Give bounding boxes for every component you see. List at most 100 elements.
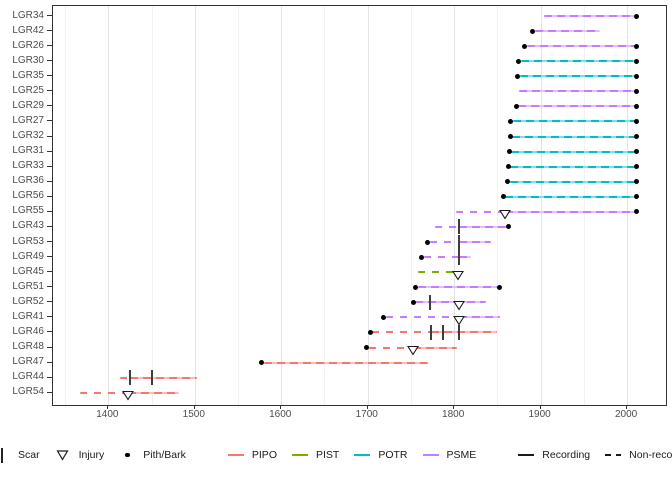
recording-segment <box>129 376 198 379</box>
y-axis-label: LGR48 <box>12 341 44 353</box>
y-tick <box>47 361 52 363</box>
legend-item-pith-bark-icon <box>119 452 135 458</box>
y-axis-label: LGR29 <box>12 99 44 111</box>
recording-segment <box>412 346 457 349</box>
recording-segment <box>512 135 635 138</box>
non-recording-segment <box>423 256 460 259</box>
legend-item-potr: POTR <box>354 449 408 461</box>
scar-mark <box>458 219 461 235</box>
line-swatch-icon <box>422 454 439 456</box>
triangle-down-icon <box>453 315 466 326</box>
recording-segment <box>263 361 429 364</box>
recording-segment <box>417 286 498 289</box>
scar-mark <box>128 370 131 386</box>
pith-bark-dot <box>506 149 512 155</box>
y-tick <box>47 331 52 333</box>
gridline-major <box>627 6 629 405</box>
dashed-line-icon <box>605 454 622 456</box>
triangle-down-icon <box>499 210 512 220</box>
non-recording-segment <box>429 241 460 244</box>
triangle-down-icon <box>406 345 419 356</box>
legend-item-scar: Scar <box>0 447 40 463</box>
legend-item-injury-icon <box>55 449 71 461</box>
y-axis-label: LGR56 <box>12 190 44 202</box>
pith-bark-dot <box>634 118 640 124</box>
gridline-minor <box>151 6 153 405</box>
gridline-minor <box>583 6 585 405</box>
y-tick <box>47 225 52 227</box>
pith-bark-dot <box>634 134 640 140</box>
recording-segment <box>459 241 492 244</box>
plot-panel <box>52 5 667 406</box>
non-recording-segment <box>372 331 431 334</box>
pith-bark-dot <box>634 58 640 64</box>
pith-bark-dot <box>634 149 640 155</box>
pith-bark-dot <box>513 103 519 109</box>
pith-bark-dot <box>634 194 640 200</box>
y-tick <box>47 45 52 47</box>
legend-item-pist-label: PIST <box>315 449 340 461</box>
legend-item-potr-label: POTR <box>378 449 408 461</box>
recording-segment <box>505 210 635 213</box>
y-axis-label: LGR33 <box>12 160 44 172</box>
legend-item-pipo-label: PIPO <box>251 449 277 461</box>
recording-segment <box>505 195 635 198</box>
legend-item-psme-icon <box>422 454 439 456</box>
y-tick <box>47 90 52 92</box>
y-tick <box>47 256 52 258</box>
injury-marker <box>499 207 512 225</box>
gridline-major <box>367 6 369 405</box>
legend-item-pipo: PIPO <box>227 449 277 461</box>
pith-bark-dot <box>496 284 502 290</box>
pith-bark-dot <box>410 299 416 305</box>
x-tick <box>193 405 195 409</box>
pith-bark-dot <box>530 28 536 34</box>
y-axis-label: LGR53 <box>12 235 44 247</box>
y-axis-label: LGR55 <box>12 205 44 217</box>
y-tick <box>47 60 52 62</box>
gridline-major <box>540 6 542 405</box>
pith-bark-dot <box>367 329 373 335</box>
gridline-major <box>194 6 196 405</box>
y-tick <box>47 195 52 197</box>
line-swatch-icon <box>354 454 371 456</box>
y-axis-label: LGR34 <box>12 9 44 21</box>
pith-bark-dot <box>419 254 425 260</box>
gridline-minor <box>238 6 240 405</box>
pith-bark-dot <box>505 179 510 185</box>
legend-item-pith-bark: Pith/Bark <box>119 449 186 461</box>
x-tick-label: 1700 <box>355 409 378 420</box>
recording-segment <box>430 331 497 334</box>
y-tick <box>47 180 52 182</box>
y-tick <box>47 135 52 137</box>
y-axis-label: LGR36 <box>12 175 44 187</box>
y-tick <box>47 210 52 212</box>
legend-item-non-recording: Non-recording <box>605 449 672 461</box>
legend-item-pith-bark-label: Pith/Bark <box>143 449 186 461</box>
y-axis-label: LGR49 <box>12 250 44 262</box>
y-axis-label: LGR30 <box>12 54 44 66</box>
legend-item-pipo-icon <box>227 454 244 456</box>
y-axis-label: LGR52 <box>12 295 44 307</box>
legend-item-scar-icon <box>0 447 10 463</box>
gridline-major <box>281 6 283 405</box>
x-tick <box>626 405 628 409</box>
scar-mark <box>458 249 461 265</box>
legend-item-psme-label: PSME <box>446 449 477 461</box>
non-recording-segment <box>385 316 460 319</box>
y-axis-label: LGR41 <box>12 310 44 322</box>
gridline-minor <box>497 6 499 405</box>
scar-mark <box>458 234 461 250</box>
recording-segment <box>519 90 635 93</box>
non-recording-segment <box>119 376 130 379</box>
injury-marker <box>451 268 464 286</box>
pith-bark-dot <box>508 118 514 124</box>
x-tick-label: 2000 <box>614 409 638 420</box>
triangle-down-icon <box>453 300 466 311</box>
non-recording-segment <box>417 271 458 274</box>
y-axis-label: LGR42 <box>12 24 44 36</box>
recording-segment <box>519 75 635 78</box>
pith-bark-dot <box>634 103 640 109</box>
recording-segment <box>526 45 635 48</box>
line-swatch-icon <box>227 454 244 456</box>
